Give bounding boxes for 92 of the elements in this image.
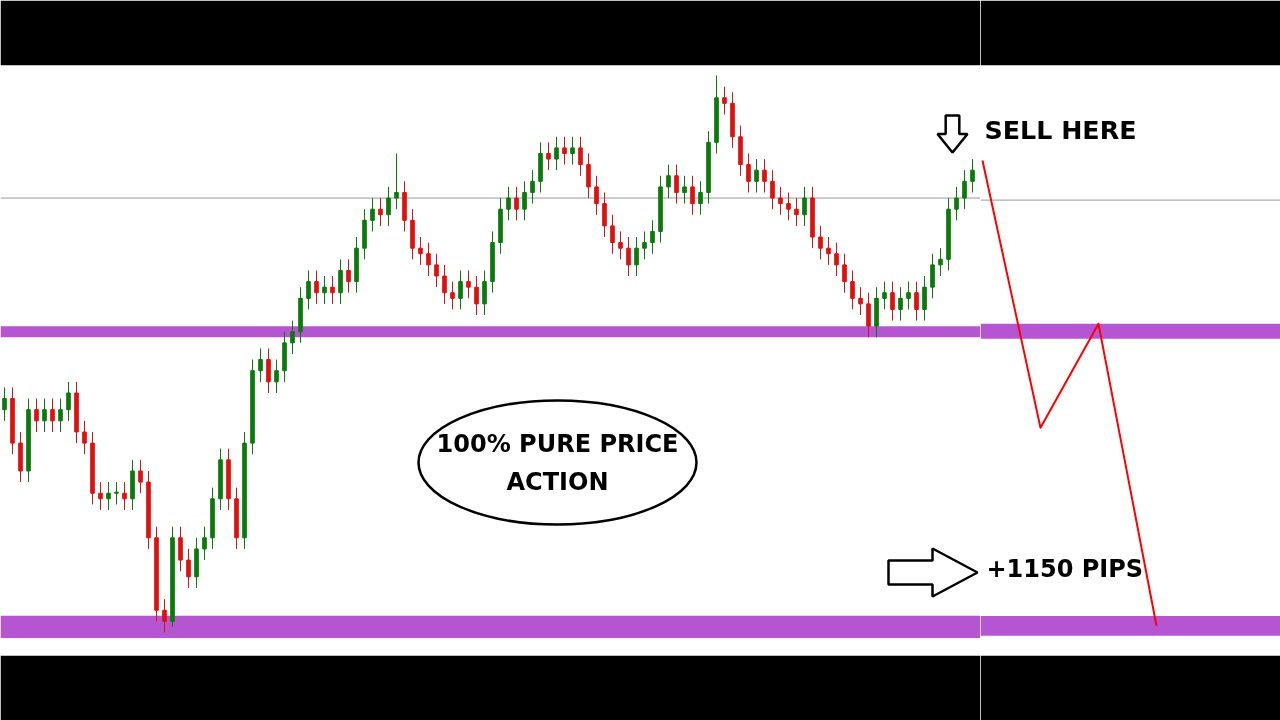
candlestick (34, 398, 39, 433)
candlestick (370, 197, 375, 232)
candlestick (914, 281, 919, 322)
candlestick (546, 141, 551, 171)
candlestick (314, 269, 319, 305)
candlestick (842, 253, 847, 294)
candlestick (610, 214, 615, 255)
candlestick (306, 269, 311, 310)
annotation: +1150 PIPS (986, 554, 1144, 583)
candlestick (274, 359, 279, 394)
candlestick (514, 186, 519, 221)
candlestick (602, 191, 607, 238)
candlestick (922, 275, 927, 322)
candlestick (618, 230, 623, 260)
candlestick (570, 136, 575, 166)
candlestick (954, 186, 959, 221)
candlestick (794, 197, 799, 227)
candlestick (898, 286, 903, 322)
candlestick (386, 186, 391, 227)
candlestick (762, 158, 767, 193)
candlestick (394, 152, 399, 210)
candlestick (82, 420, 87, 455)
candlestick (178, 526, 183, 572)
candlestick (474, 275, 479, 316)
candlestick (586, 152, 591, 199)
candlestick (258, 347, 263, 383)
candlestick (418, 236, 423, 266)
candlestick (98, 481, 103, 511)
candlestick (698, 180, 703, 216)
candlestick (106, 481, 111, 511)
candlestick (330, 275, 335, 305)
candlestick (378, 197, 383, 227)
candlestick (66, 381, 71, 422)
candlestick (554, 136, 559, 171)
candlestick (906, 281, 911, 310)
candlestick (962, 169, 967, 210)
candlestick (970, 158, 975, 193)
candlestick (594, 175, 599, 216)
candlestick (858, 286, 863, 316)
candlestick (458, 269, 463, 310)
candlestick (890, 281, 895, 322)
candlestick (778, 186, 783, 216)
candlestick (434, 253, 439, 288)
candlestick (450, 281, 455, 310)
candlestick (930, 253, 935, 299)
candlestick (562, 136, 567, 166)
candlestick (338, 258, 343, 305)
candlestick (266, 347, 271, 394)
candlestick (530, 169, 535, 205)
candlestick (626, 236, 631, 277)
candlestick (186, 548, 191, 589)
candlestick (426, 242, 431, 277)
candlestick (50, 398, 55, 433)
candlestick (818, 225, 823, 260)
candlestick (578, 136, 583, 177)
text: SELL HERE (984, 114, 1137, 145)
candlestick (346, 258, 351, 294)
candlestick (642, 230, 647, 260)
candlestick (162, 598, 167, 633)
candlestick (866, 292, 871, 338)
candlestick (506, 186, 511, 221)
candlestick (138, 459, 143, 494)
candlestick (682, 175, 687, 205)
candlestick (786, 191, 791, 221)
candlestick (746, 152, 751, 193)
candlestick (650, 219, 655, 255)
candlestick (442, 264, 447, 305)
candlestick (834, 242, 839, 277)
candlestick (754, 158, 759, 193)
candlestick (202, 526, 207, 561)
annotation: 100% PURE PRICE ACTION (436, 429, 679, 496)
candlestick (850, 269, 855, 310)
candlestick (690, 175, 695, 216)
candlestick (826, 236, 831, 266)
candlestick (882, 281, 887, 310)
candlestick (2, 386, 7, 422)
candlestick (466, 269, 471, 299)
candlestick (522, 180, 527, 221)
candlestick (722, 86, 727, 115)
candlestick (802, 186, 807, 227)
candlestick (482, 269, 487, 316)
candlestick (634, 236, 639, 277)
candlestick (322, 275, 327, 305)
candlestick (938, 247, 943, 277)
candlestick (666, 164, 671, 199)
candlestick (122, 481, 127, 511)
candlestick (770, 169, 775, 210)
candlestick (42, 398, 47, 433)
candlestick (114, 481, 119, 505)
candlestick (58, 398, 63, 433)
candlestick (674, 164, 679, 205)
candlestick (290, 320, 295, 355)
